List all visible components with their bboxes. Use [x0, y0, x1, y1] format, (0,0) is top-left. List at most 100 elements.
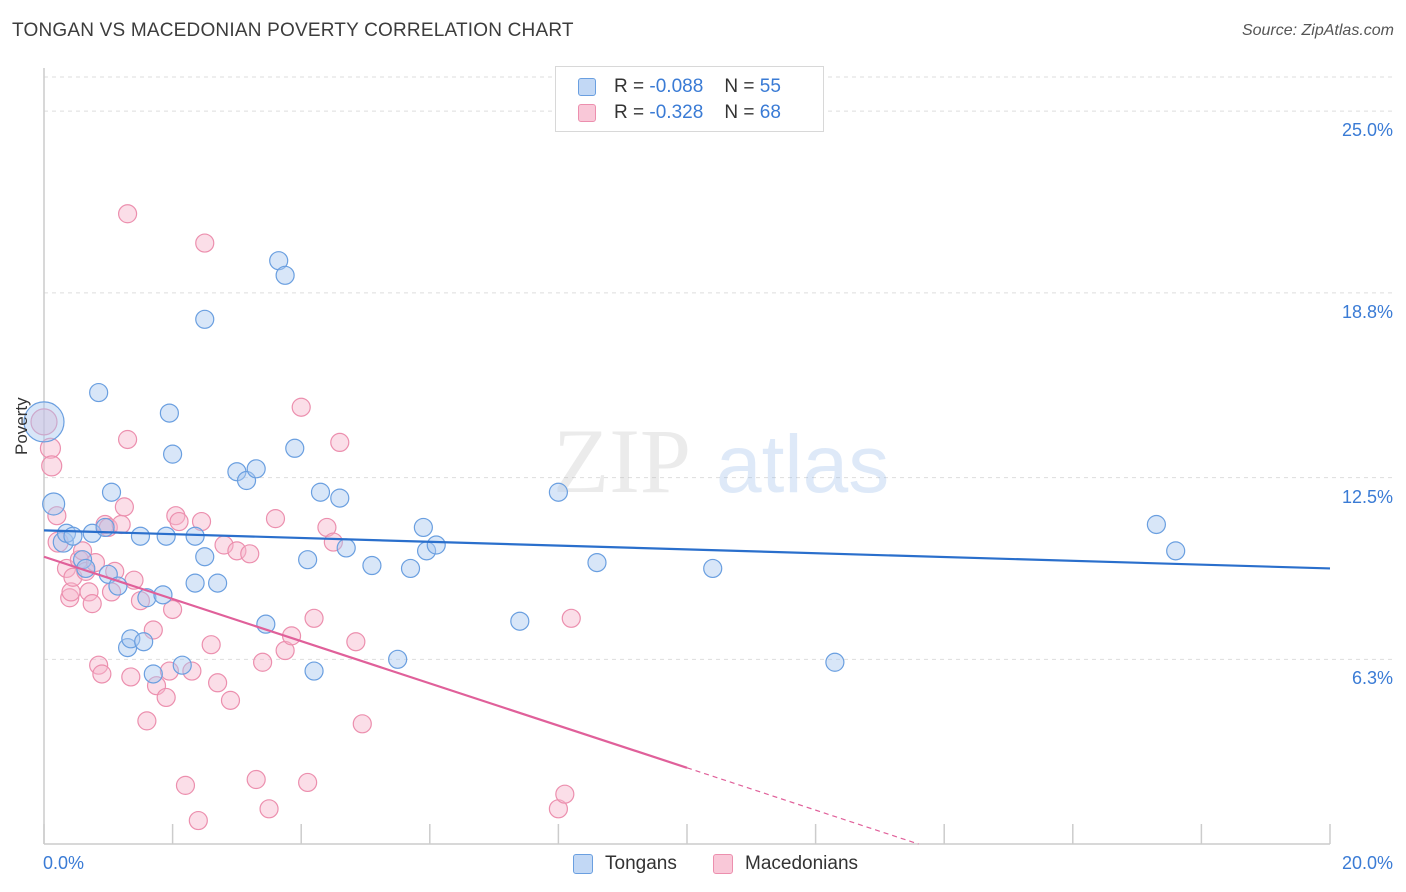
- trend-line-macedonians-extension: [686, 767, 919, 845]
- macedonian-point-6: [60, 588, 80, 608]
- trend-line-tongans: [43, 529, 1331, 570]
- macedonian-point-52: [291, 397, 311, 417]
- macedonian-point-33: [166, 506, 186, 526]
- macedonian-point-1: [39, 437, 62, 459]
- macedonian-point-47: [253, 652, 273, 672]
- tongan-point-49: [587, 552, 607, 573]
- legend-swatch-macedonians: [713, 854, 733, 874]
- tongan-point-31: [246, 459, 266, 479]
- y-axis-label: Poverty: [12, 397, 31, 455]
- macedonian-point-60: [117, 204, 138, 224]
- legend-r-value-macedonians: -0.328: [649, 102, 704, 123]
- tongan-point-48: [548, 482, 569, 502]
- watermark-zip: ZIP: [553, 410, 691, 512]
- tongan-point-17: [137, 588, 157, 608]
- legend-n-value-tongans: 55: [759, 76, 781, 97]
- watermark-atlas: atlas: [716, 419, 889, 510]
- macedonian-point-21: [111, 514, 131, 535]
- tongan-point-36: [298, 550, 318, 570]
- trend-line-macedonians: [43, 555, 688, 769]
- macedonian-point-12: [79, 582, 99, 602]
- macedonian-point-37: [188, 810, 208, 831]
- legend-swatch-macedonians: [578, 104, 596, 122]
- tongan-point-18: [143, 664, 163, 684]
- tongan-point-11: [101, 482, 122, 502]
- tongan-point-26: [195, 309, 215, 329]
- macedonian-point-49: [265, 509, 286, 529]
- tongan-point-4: [63, 526, 83, 546]
- legend-swatch-tongans: [578, 78, 596, 96]
- tongan-point-15: [130, 526, 151, 546]
- x-tick-label: 20.0%: [1341, 853, 1393, 873]
- macedonian-point-2: [41, 455, 63, 477]
- tongan-point-24: [185, 573, 205, 593]
- legend-swatch-tongans: [573, 854, 593, 874]
- macedonian-point-24: [121, 667, 141, 687]
- trend-lines: [43, 529, 1331, 845]
- tongan-point-25: [185, 526, 205, 546]
- tongan-point-27: [195, 547, 215, 567]
- tongan-point-0: [23, 401, 65, 443]
- y-tick-label: 6.3%: [1351, 668, 1393, 689]
- macedonian-point-30: [156, 687, 176, 708]
- tongan-point-28: [208, 573, 228, 593]
- macedonian-point-46: [246, 769, 266, 790]
- tongan-point-37: [304, 661, 324, 681]
- legend-n-label: N =: [724, 76, 755, 97]
- watermark: ZIP atlas: [553, 410, 889, 512]
- macedonian-point-45: [240, 544, 260, 564]
- correlation-legend: R = -0.088 N = 55 R = -0.328 N = 68: [555, 66, 824, 132]
- tongan-point-34: [275, 265, 295, 285]
- macedonian-points: [30, 204, 581, 831]
- macedonian-point-41: [208, 673, 228, 693]
- x-tick-label: 0.0%: [43, 853, 85, 873]
- macedonian-point-32: [163, 599, 183, 620]
- macedonian-point-48: [259, 799, 279, 819]
- macedonian-point-39: [195, 233, 215, 253]
- tongan-point-44: [413, 517, 433, 538]
- legend-label-tongans: Tongans: [605, 853, 677, 874]
- macedonian-point-0: [30, 408, 58, 436]
- macedonian-point-63: [561, 608, 581, 628]
- macedonian-point-62: [555, 784, 575, 804]
- tongan-point-23: [172, 655, 192, 675]
- tongan-point-51: [825, 652, 845, 672]
- tongan-point-9: [95, 517, 115, 538]
- legend-r-label: R =: [614, 102, 645, 123]
- macedonian-point-35: [175, 775, 196, 795]
- macedonian-point-58: [346, 632, 366, 652]
- tongan-point-21: [159, 403, 179, 423]
- tongan-point-46: [426, 535, 446, 555]
- tongan-point-1: [42, 492, 66, 516]
- legend-r-label: R =: [614, 76, 645, 97]
- chart-title: TONGAN VS MACEDONIAN POVERTY CORRELATION…: [12, 20, 574, 41]
- macedonian-point-16: [92, 664, 112, 684]
- tongan-point-50: [703, 558, 723, 579]
- tongan-point-22: [163, 444, 183, 464]
- legend-r-value-tongans: -0.088: [649, 76, 704, 97]
- source-credit: Source: ZipAtlas.com: [1241, 22, 1394, 39]
- legend-n-value-macedonians: 68: [759, 102, 781, 123]
- y-tick-label: 25.0%: [1341, 120, 1393, 141]
- tongan-point-20: [156, 526, 176, 546]
- tongan-point-8: [89, 382, 109, 403]
- tongan-points: [23, 251, 1186, 684]
- y-tick-label: 12.5%: [1341, 486, 1393, 507]
- macedonian-point-13: [82, 594, 102, 614]
- tongan-point-43: [400, 558, 421, 579]
- legend-label-macedonians: Macedonians: [745, 853, 859, 874]
- macedonian-point-40: [201, 635, 221, 655]
- tongan-point-39: [330, 488, 350, 508]
- y-tick-label: 18.8%: [1341, 301, 1393, 322]
- axes: [43, 68, 1331, 845]
- legend-n-label: N =: [724, 102, 755, 123]
- tongan-point-52: [1146, 514, 1166, 535]
- macedonian-point-34: [169, 511, 189, 532]
- tongan-point-42: [388, 649, 408, 669]
- macedonian-point-59: [352, 714, 372, 734]
- macedonian-point-57: [330, 432, 350, 453]
- tongan-point-41: [362, 555, 382, 576]
- macedonian-point-22: [114, 497, 134, 517]
- tongan-point-16: [134, 632, 154, 652]
- macedonian-point-23: [117, 429, 138, 450]
